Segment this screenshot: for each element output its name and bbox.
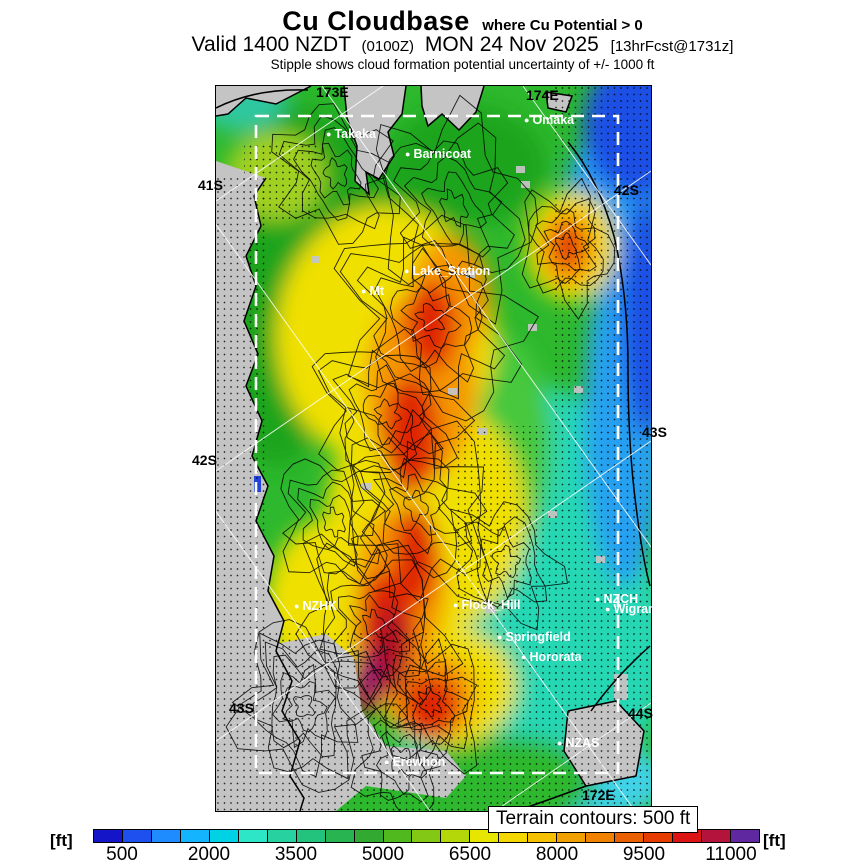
colorbar-tick: 6500 [448,844,492,865]
place-marker: ● [595,594,601,604]
stipple-uncertainty-overlay [216,86,651,811]
colorbar-tick: 5000 [361,844,405,865]
place-marker: ● [361,286,367,296]
place-marker: ● [405,149,411,159]
lat-label-42s-right: 42S [614,182,639,198]
place-marker: ● [453,600,459,610]
place-marker: ● [524,115,530,125]
place-marker: ● [404,266,410,276]
place-label-wigram: ● Wigram [605,602,660,616]
colorbar-tick: 9500 [622,844,666,865]
colorbar-tick: 8000 [535,844,579,865]
valid-time-line: Valid 1400 NZDT (0100Z) MON 24 Nov 2025 … [85,33,840,57]
stipple-subtitle: Stipple shows cloud formation potential … [270,57,655,72]
title-qualifier: where Cu Potential > 0 [482,17,643,34]
forecast-reference: [13hrFcst@1731z] [610,38,734,55]
place-marker: ● [497,632,503,642]
place-marker: ● [557,738,563,748]
place-label-erewhon: ● Erewhon [384,755,446,769]
place-marker: ● [521,652,527,662]
cloudbase-colorbar [93,829,760,843]
place-marker: ● [605,604,611,614]
place-marker: ● [326,129,332,139]
lon-label-173e: 173E [316,84,349,100]
lat-lon-graticule [216,86,651,811]
valid-zulu: (0100Z) [361,38,415,55]
place-label-nzas: ● NZAS [557,736,600,750]
valid-date: MON 24 Nov 2025 [424,33,599,56]
place-label-lake-station: ● Lake_Station [404,264,491,278]
colorbar-unit-right: [ft] [763,831,786,850]
cloudbase-field-graphic [216,86,651,811]
lat-label-43s-left: 43S [229,700,254,716]
terrain-contours [225,94,616,811]
lat-label-43s-right: 43S [642,424,667,440]
valid-time: Valid 1400 NZDT [191,33,351,56]
lat-label-42s-left: 42S [192,452,217,468]
terrain-contours-note: Terrain contours: 500 ft [488,806,699,833]
coastline [216,86,651,811]
colorbar-tick: 2000 [187,844,231,865]
colorbar-unit-left: [ft] [50,831,73,850]
place-marker: ● [384,757,390,767]
colorbar-tick: 11000 [705,844,757,865]
lon-label-172e: 172E [582,787,615,803]
title-line: Cu Cloudbase where Cu Potential > 0 [85,6,840,37]
place-label-omaka: ● Omaka [524,113,575,127]
colorbar-tick: 500 [106,844,138,865]
domain-boundary-dashed [254,114,620,775]
forecast-map: ● Takaka ● Barnicoat ● Omaka ● Lake_Station … [192,84,667,812]
colorbar-tick-labels: 500 2000 3500 5000 6500 8000 9500 11000 [93,844,760,865]
place-label-nzch: ● NZCH [595,592,639,606]
lat-label-41s-left: 41S [198,177,223,193]
place-label-nzhk: ● NZHK [294,599,338,613]
page-title: Cu Cloudbase [282,6,470,36]
lon-label-174e: 174E [526,87,559,103]
place-marker: ● [294,601,300,611]
lat-label-44s-right: 44S [628,705,653,721]
place-label-takaka: ● Takaka [326,127,376,141]
place-label-flock-hill: ● Flock_Hill [453,598,521,612]
colorbar-tick: 3500 [274,844,318,865]
tasman-bay-region [344,86,406,194]
place-label-hororata: ● Hororata [521,650,582,664]
place-label-springfield: ● Springfield [497,630,571,644]
place-label-mt: ● Mt [361,284,385,298]
place-label-barnicoat: ● Barnicoat [405,147,472,161]
